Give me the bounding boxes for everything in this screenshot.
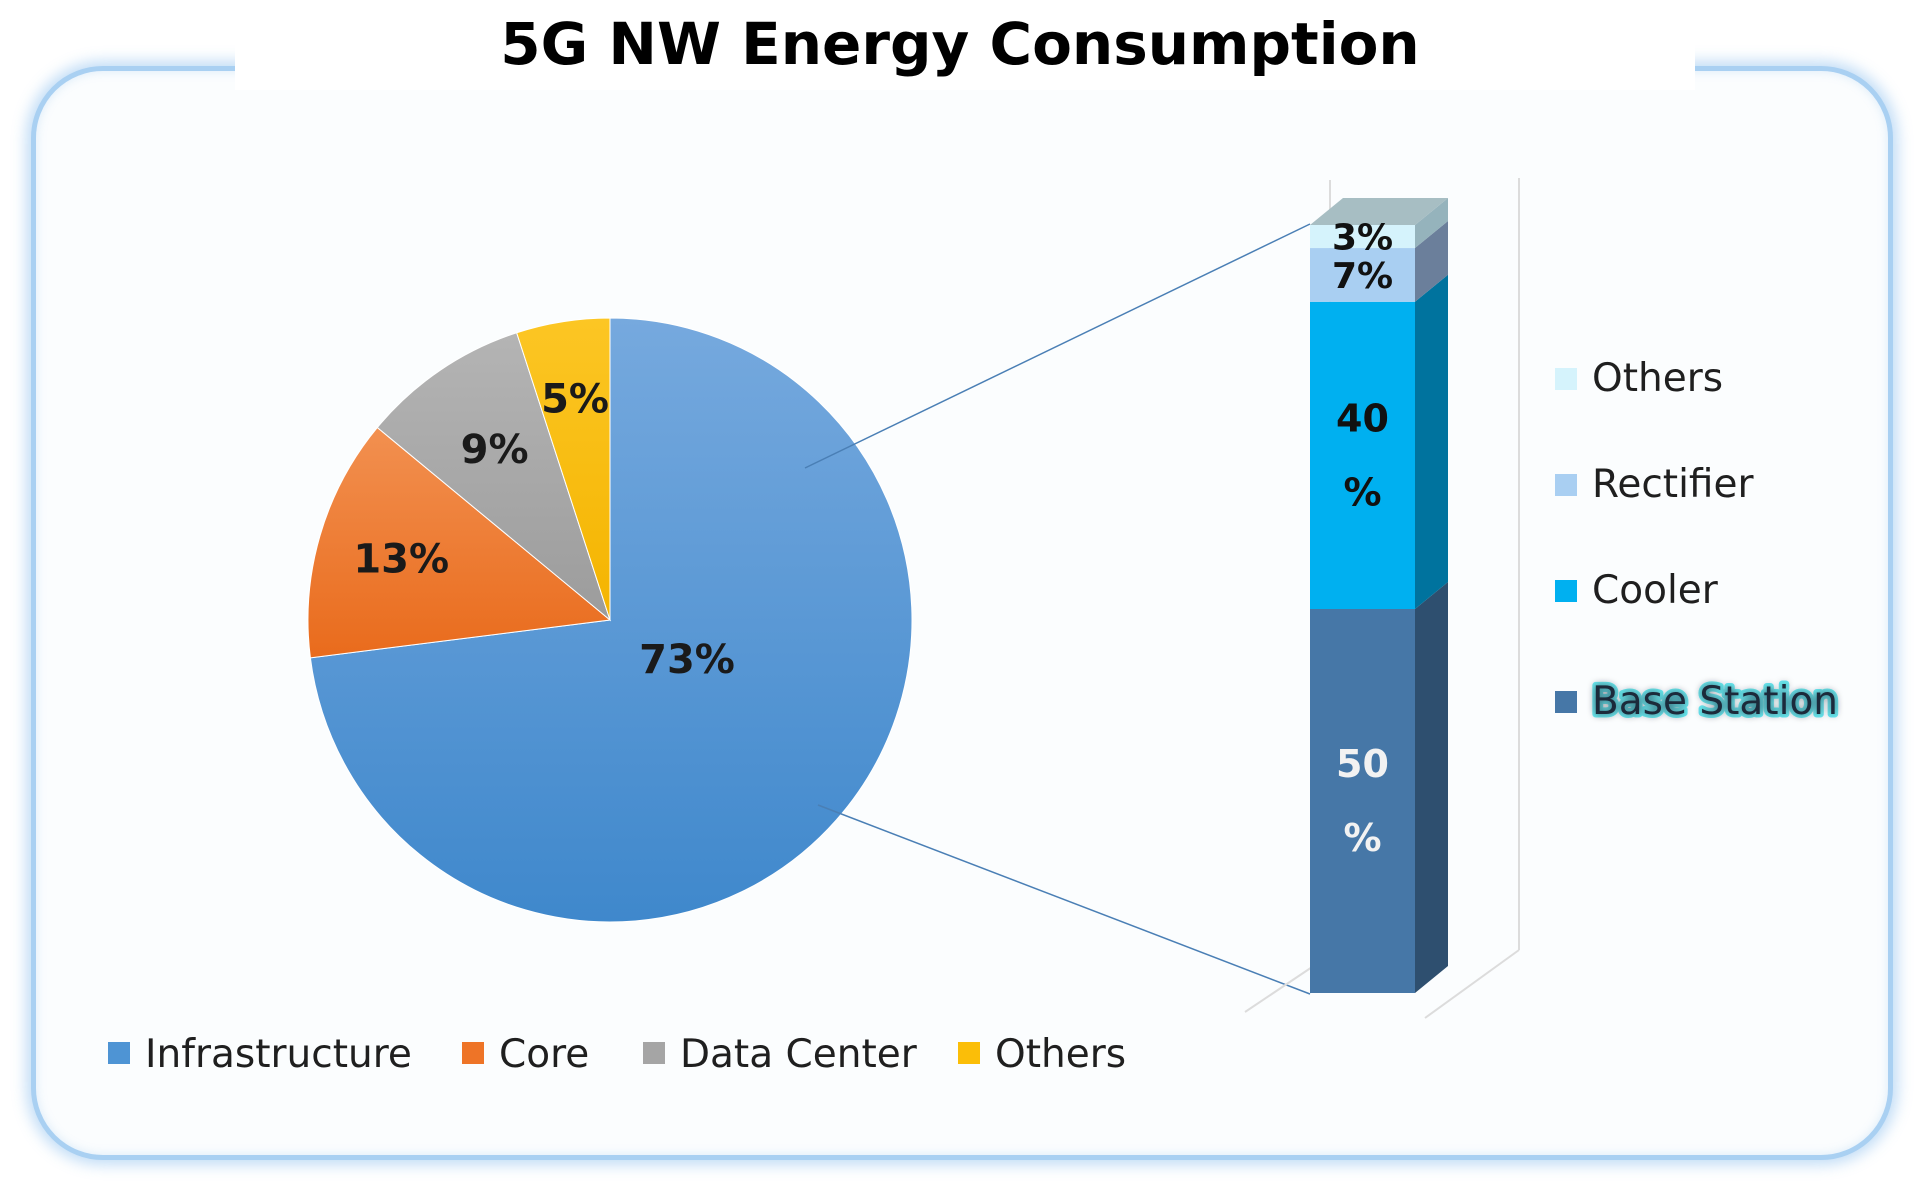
- connector-lines: [804, 223, 1311, 995]
- bar-segment-base-station: [1310, 609, 1415, 993]
- bar-label-rectifier: 7%: [1332, 256, 1393, 297]
- pie-label-others: 5%: [541, 376, 609, 422]
- pie-legend: Infrastructure Core Data Center Others: [108, 1032, 1126, 1077]
- legend-swatch: [1555, 474, 1577, 496]
- bar-label-base-station: 50%: [1336, 742, 1389, 860]
- pie-slice-core: [307, 426, 612, 659]
- pie-slice-others: [516, 317, 611, 621]
- legend-swatch: [1555, 368, 1577, 390]
- chart-title: 5G NW Energy Consumption: [500, 10, 1420, 78]
- legend-label: Others: [995, 1032, 1126, 1077]
- legend-swatch: [643, 1042, 665, 1064]
- bar-segment-cooler: [1310, 301, 1415, 609]
- legend-label: Core: [499, 1032, 589, 1077]
- bar-label-others: 3%: [1332, 218, 1393, 259]
- pie-chart: 73% 13% 9% 5%: [307, 317, 913, 923]
- legend-label: Data Center: [680, 1032, 918, 1077]
- pie-legend-item-others: Others: [958, 1032, 1126, 1077]
- bar-segment-rectifier: [1310, 248, 1415, 302]
- title-background: [235, 30, 1695, 90]
- legend-swatch: [108, 1042, 130, 1064]
- pie-label-core: 13%: [353, 536, 449, 582]
- bar-side-base-station: [1415, 582, 1448, 993]
- bar-side-others: [1415, 198, 1448, 249]
- legend-label: Cooler: [1592, 568, 1719, 613]
- legend-label: Others: [1592, 356, 1723, 401]
- bar-legend-item-rectifier: Rectifier: [1555, 462, 1754, 507]
- legend-swatch: [1555, 580, 1577, 602]
- legend-label: Rectifier: [1592, 462, 1754, 507]
- bar-legend-item-others: Others: [1555, 356, 1723, 401]
- pie-label-infrastructure: 73%: [639, 637, 735, 683]
- bar-top-cap: [1310, 198, 1448, 225]
- bar-legend-item-cooler: Cooler: [1555, 568, 1719, 613]
- pie-slice-infrastructure: [309, 317, 913, 923]
- legend-label: Infrastructure: [145, 1032, 412, 1077]
- stacked-bar-chart: 50 % 40 % 7%3%: [1244, 178, 1520, 1019]
- pie-legend-item-core: Core: [462, 1032, 589, 1077]
- bar-side-rectifier: [1415, 221, 1448, 302]
- bar-label-cooler: 40%: [1336, 396, 1389, 514]
- pie-slice-data-center: [376, 332, 612, 622]
- legend-swatch: [462, 1042, 484, 1064]
- pie-label-data-center: 9%: [461, 427, 529, 473]
- bar-side-cooler: [1415, 274, 1448, 609]
- pie-legend-item-data-center: Data Center: [643, 1032, 918, 1077]
- bar-segment-others: [1310, 225, 1415, 249]
- legend-swatch: [1555, 691, 1577, 713]
- legend-label: Base Station: [1592, 679, 1838, 724]
- legend-swatch: [958, 1042, 980, 1064]
- pie-legend-item-infrastructure: Infrastructure: [108, 1032, 412, 1077]
- legend-label-highlight: Base Station: [1592, 679, 1838, 724]
